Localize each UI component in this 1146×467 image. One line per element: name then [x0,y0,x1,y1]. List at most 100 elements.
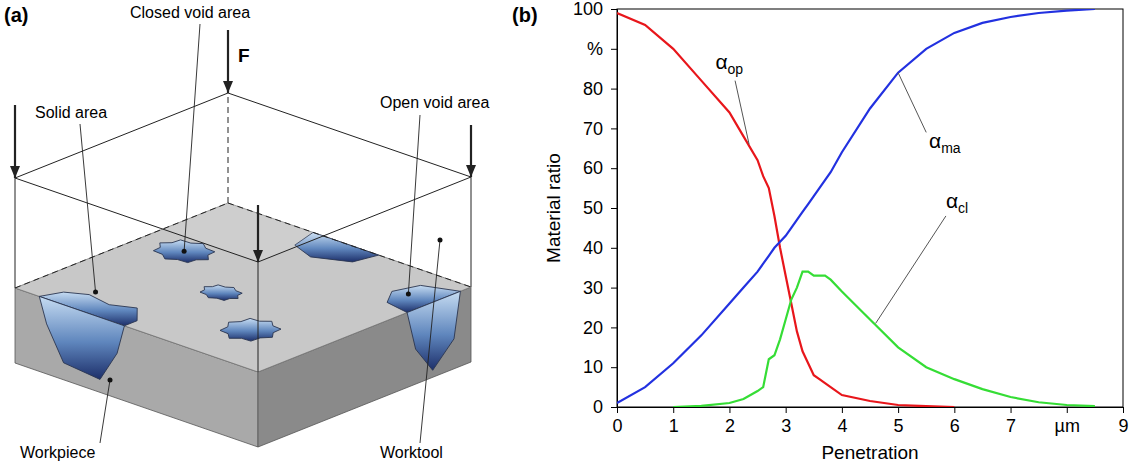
tick-label: 7 [1006,416,1016,436]
tick: 9 [1118,407,1128,436]
force-arrow [227,30,229,93]
tick: 30 [583,278,617,298]
leader-line [420,240,440,443]
series-line [617,9,1095,403]
tick: 0 [612,407,622,436]
tick-label: 50 [583,198,603,218]
label-leader [898,73,926,133]
tick-mark [611,89,617,90]
figure: (a)FClosed void areaSolid areaOpen void … [0,0,1146,467]
series-label-main: α [946,189,958,212]
x-axis-title: Penetration [821,442,918,463]
leader-line [184,24,200,251]
tick-label: 60 [583,158,603,178]
closed-void [200,285,242,301]
force-arrow [14,105,16,178]
label-leader [876,216,946,323]
tick: 4 [837,407,847,436]
worktool-edge [258,262,259,372]
tick: 0 [593,397,617,417]
series-line [617,13,954,407]
tick-label: 80 [583,79,603,99]
callout-label: Worktool [380,444,443,461]
tick-mark [673,407,674,413]
leader-line [408,115,420,294]
callout-label: Open void area [380,94,490,111]
leader-dot [182,249,187,254]
callout-label: Solid area [35,104,107,121]
leader-line [80,124,96,292]
tick-mark [898,407,899,413]
series-label-sub: ma [941,140,961,156]
tick-mark [611,128,617,129]
tick: 20 [583,318,617,338]
tick-mark [611,407,617,408]
tick-mark [611,288,617,289]
tick-label: 10 [583,357,603,377]
tick-mark [729,407,730,413]
tick-label: 100 [573,0,603,19]
callout-label: Workpiece [20,444,95,461]
series-label: αma [929,129,961,156]
tick-label: 5 [894,416,904,436]
worktool-edge [15,178,16,288]
tick-label: % [587,39,603,59]
tick: 100 [573,0,617,19]
series-label-sub: op [728,61,744,77]
tick-label: 6 [950,416,960,436]
tick: 70 [583,119,617,139]
tick: 40 [583,238,617,258]
tick-label: 0 [612,416,622,436]
tick-mark [611,168,617,169]
tick-label: 1 [669,416,679,436]
canvas: (a)FClosed void areaSolid areaOpen void … [0,0,1146,467]
series-label-main: α [715,50,727,73]
tick-mark [1011,407,1012,413]
tick: 2 [725,407,735,436]
series-label: αcl [946,189,968,216]
tick-label: 4 [837,416,847,436]
tick-label: 40 [583,238,603,258]
y-axis: 0 10 20 30 40 50 60 70 80% 100 [573,0,618,417]
leader-dot [438,238,443,243]
tick-mark [611,49,617,50]
callout-label: Closed void area [130,4,250,21]
series-labels: αopαmaαcl [715,50,968,324]
series-label: αop [715,50,743,77]
tick-mark [1067,407,1068,413]
force-arrow [257,205,259,262]
worktool-top [15,93,471,262]
tick-mark [1123,407,1124,413]
tick-mark [954,407,955,413]
panel-b: 01234567µm901020304050607080%100Penetrat… [512,0,1129,463]
plot-frame [617,9,1123,407]
tick-label: 3 [781,416,791,436]
tick: 60 [583,158,617,178]
tick-mark [842,407,843,413]
tick: 10 [583,357,617,377]
worktool-edge [228,203,471,287]
tick-label: 70 [583,119,603,139]
axis-line [611,10,618,408]
leader-dot [406,291,411,296]
series-line [673,272,1095,407]
tick: 3 [781,407,791,436]
open-void-notch [39,296,124,379]
tick-label: 30 [583,278,603,298]
tick-mark [611,367,617,368]
tick-mark [611,9,617,10]
tick-label: 2 [725,416,735,436]
tick-label: 9 [1118,416,1128,436]
tick-mark [611,327,617,328]
panel-label: (b) [512,4,538,26]
panel-label: (a) [4,4,28,26]
worktool-edge [15,203,228,288]
y-axis-title: Material ratio [543,153,564,263]
label-leader [735,81,749,145]
tick: 1 [669,407,679,436]
tick-label: 0 [593,397,603,417]
leader-line [100,380,110,443]
tick-mark [786,407,787,413]
tick: 7 [1006,407,1016,436]
leader-dot [108,378,113,383]
